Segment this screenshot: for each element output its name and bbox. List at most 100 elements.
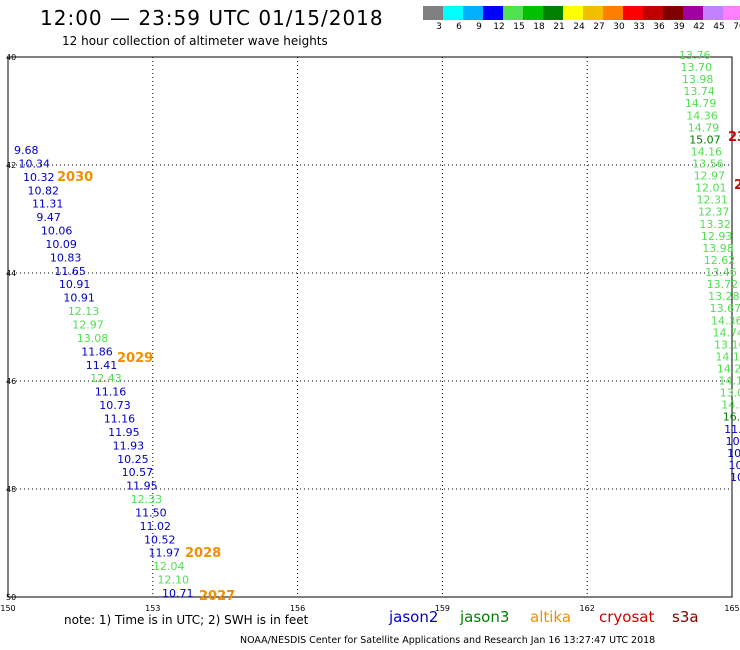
color-bin	[723, 6, 740, 20]
track-time-label: 2029	[117, 351, 153, 366]
color-bin	[523, 6, 543, 20]
legend-entry-jason2: jason2	[389, 608, 439, 626]
wave-height-label: 14.36	[711, 314, 740, 327]
color-scale-labels: 36912151821242730333639424570(ft)	[423, 22, 740, 34]
track-time-label: 2030	[57, 170, 93, 185]
color-bin-label: 45	[713, 22, 725, 32]
longitude-tick-label: 153	[145, 604, 160, 613]
color-bin-label: 3	[436, 22, 442, 32]
color-bin	[483, 6, 503, 20]
color-bin-label: 12	[493, 22, 505, 32]
wave-height-label: 13.32	[699, 218, 731, 231]
wave-height-label: 10.83	[50, 251, 81, 264]
wave-height-label: 10.52	[144, 533, 176, 546]
wave-height-label: 11.95	[126, 480, 158, 493]
longitude-tick-label: 162	[580, 604, 595, 613]
wave-height-label: 14.1	[715, 350, 740, 363]
wave-height-label: 12.31	[696, 194, 728, 207]
wave-height-label: 12.04	[153, 560, 185, 573]
color-bin	[623, 6, 643, 20]
wave-height-label: 10.91	[63, 292, 94, 305]
wave-height-label: 10.32	[23, 171, 55, 184]
color-bin	[443, 6, 463, 20]
wave-height-label: 13.56	[692, 158, 724, 171]
wave-height-label: 11.	[724, 423, 740, 436]
color-bin	[583, 6, 603, 20]
note-text: note: 1) Time is in UTC; 2) SWH is in fe…	[64, 613, 309, 627]
wave-height-label: 11.86	[81, 345, 113, 358]
wave-height-label: 10	[729, 459, 740, 472]
wave-height-label: 13.98	[682, 73, 714, 86]
wave-height-label: 11.65	[54, 265, 85, 278]
wave-height-label: 12.10	[158, 574, 190, 587]
wave-height-label: 11.41	[86, 359, 118, 372]
color-bin-label: 24	[573, 22, 585, 32]
wave-height-label: 10.73	[99, 399, 131, 412]
color-bin	[703, 6, 723, 20]
map-frame	[7, 56, 733, 598]
color-bin	[423, 6, 443, 20]
track-time-label: 23	[728, 130, 740, 145]
color-bin-label: 36	[653, 22, 665, 32]
wave-height-label: 15.07	[689, 133, 721, 146]
latitude-tick-label: 40	[6, 53, 16, 62]
wave-height-label: 13.08	[77, 332, 109, 345]
map-grid	[7, 56, 733, 598]
wave-height-label: 13.0	[720, 387, 740, 400]
legend-entry-jason3: jason3	[460, 608, 510, 626]
longitude-tick-label: 150	[0, 604, 15, 613]
color-bin-label: 9	[476, 22, 482, 32]
wave-height-label: 11.93	[113, 439, 144, 452]
wave-height-label: 11.02	[140, 520, 172, 533]
wave-height-label: 14.74	[713, 326, 740, 339]
wave-height-label: 14.79	[688, 121, 720, 134]
wave-height-label: 13.98	[702, 242, 734, 255]
wave-height-label: 10.71	[162, 587, 194, 600]
color-bin-label: 33	[633, 22, 645, 32]
wave-height-color-scale	[423, 6, 740, 20]
track-time-label: 2027	[199, 589, 235, 604]
wave-height-label: 11.16	[95, 386, 127, 399]
wave-height-label: 13.74	[683, 85, 715, 98]
color-bin	[643, 6, 663, 20]
wave-height-label: 12.01	[695, 182, 727, 195]
page-subtitle: 12 hour collection of altimeter wave hei…	[62, 34, 328, 48]
wave-height-label: 12.43	[90, 372, 122, 385]
wave-height-label: 13.46	[705, 266, 737, 279]
longitude-tick-label: 165	[724, 604, 739, 613]
wave-height-label: 12.93	[701, 230, 733, 243]
latitude-tick-label: 50	[6, 593, 16, 602]
latitude-tick-label: 42	[6, 161, 16, 170]
wave-height-label: 14.79	[685, 97, 717, 110]
wave-height-label: 9.68	[14, 144, 39, 157]
track-time-label: 2028	[185, 546, 221, 561]
wave-height-label: 11.31	[32, 198, 63, 211]
wave-height-label: 13.76	[679, 49, 711, 62]
color-bin-label: 42	[693, 22, 705, 32]
wave-height-label: 10	[730, 471, 740, 484]
latitude-tick-label: 48	[6, 485, 16, 494]
legend-entry-cryosat: cryosat	[599, 608, 655, 626]
latitude-tick-label: 44	[6, 269, 16, 278]
wave-height-label: 10.57	[122, 466, 153, 479]
wave-height-label: 13.72	[707, 278, 739, 291]
wave-height-label: 12.97	[72, 319, 104, 332]
color-bin-label: 21	[553, 22, 565, 32]
color-bin	[543, 6, 563, 20]
color-bin-label: 39	[673, 22, 685, 32]
legend-entry-altika: altika	[530, 608, 572, 626]
wave-height-label: 14.2	[717, 362, 740, 375]
wave-height-label: 12.37	[698, 206, 730, 219]
color-bin	[683, 6, 703, 20]
wave-height-label: 12.97	[694, 170, 726, 183]
longitude-tick-label: 159	[435, 604, 450, 613]
footer-credit: NOAA/NESDIS Center for Satellite Applica…	[240, 635, 656, 646]
wave-height-label: 14.16	[691, 145, 723, 158]
color-bin	[463, 6, 483, 20]
wave-height-label: 10	[727, 447, 740, 460]
color-bin-label: 15	[513, 22, 525, 32]
latitude-tick-label: 46	[6, 377, 16, 386]
wave-height-label: 13.67	[710, 302, 740, 315]
color-bin-label: 70	[733, 22, 740, 32]
